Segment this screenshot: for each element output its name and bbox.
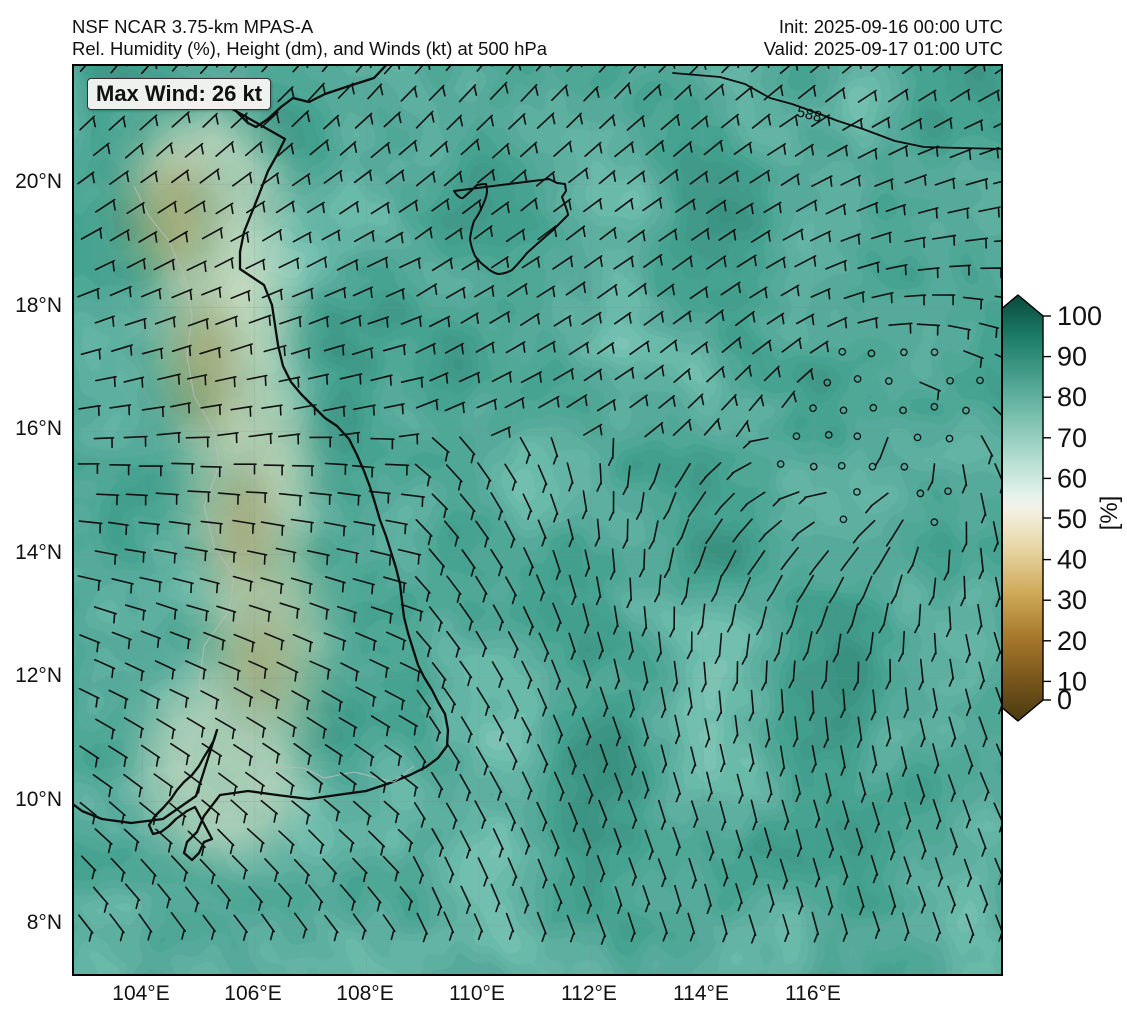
svg-text:0: 0 bbox=[1057, 685, 1072, 715]
svg-text:20: 20 bbox=[1057, 626, 1087, 656]
svg-text:50: 50 bbox=[1057, 504, 1087, 534]
svg-text:[%]: [%] bbox=[1096, 496, 1123, 531]
svg-text:40: 40 bbox=[1057, 545, 1087, 575]
svg-text:70: 70 bbox=[1057, 423, 1087, 453]
svg-text:60: 60 bbox=[1057, 463, 1087, 493]
svg-text:80: 80 bbox=[1057, 382, 1087, 412]
svg-text:90: 90 bbox=[1057, 342, 1087, 372]
svg-text:100: 100 bbox=[1057, 301, 1102, 331]
svg-text:30: 30 bbox=[1057, 585, 1087, 615]
